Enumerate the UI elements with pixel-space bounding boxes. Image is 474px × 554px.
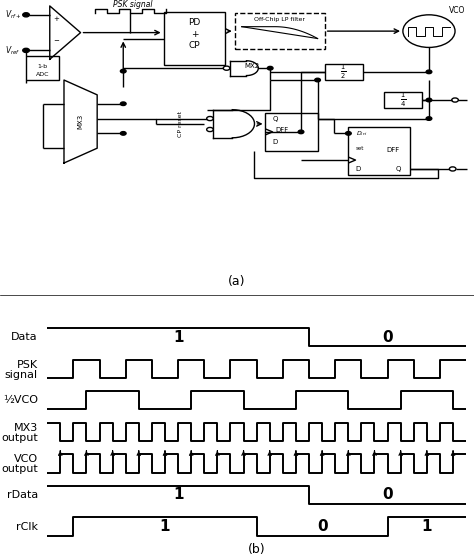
Text: 1: 1 (173, 330, 183, 345)
Text: Q: Q (273, 116, 278, 121)
Text: 0: 0 (317, 519, 328, 534)
Text: 1-b: 1-b (37, 64, 48, 69)
Bar (235, 13, 325, 49)
Text: PSK signal: PSK signal (113, 0, 153, 9)
Text: rClk: rClk (16, 521, 38, 532)
Bar (265, 112, 318, 151)
Bar (348, 127, 410, 175)
Text: $V_{rf+}$: $V_{rf+}$ (5, 8, 21, 21)
Bar (26, 57, 59, 80)
Bar (384, 92, 422, 108)
Text: signal: signal (5, 370, 38, 379)
Text: CP: CP (189, 42, 200, 50)
Text: $D_{ini}$: $D_{ini}$ (356, 129, 367, 138)
Text: 0: 0 (382, 488, 393, 502)
Text: 0: 0 (382, 330, 393, 345)
Circle shape (120, 132, 126, 135)
Circle shape (23, 48, 29, 53)
Text: DFF: DFF (275, 127, 289, 132)
Text: DFF: DFF (387, 147, 400, 153)
Text: Data: Data (11, 332, 38, 342)
Text: CP reset: CP reset (178, 111, 182, 137)
Text: PD: PD (188, 18, 201, 27)
Text: −: − (53, 38, 59, 44)
Bar (325, 64, 363, 80)
Text: 1: 1 (173, 488, 183, 502)
Text: D: D (356, 166, 361, 172)
Text: output: output (1, 433, 38, 443)
Text: $\frac{1}{4}$: $\frac{1}{4}$ (400, 91, 406, 109)
Text: Q: Q (395, 166, 401, 172)
Circle shape (426, 70, 432, 74)
Text: 1: 1 (160, 519, 170, 534)
Text: PSK: PSK (17, 360, 38, 370)
Text: set: set (356, 146, 365, 151)
Circle shape (23, 13, 29, 17)
Text: (b): (b) (248, 543, 265, 554)
Text: Off-Chip LP filter: Off-Chip LP filter (254, 17, 305, 22)
Bar (164, 12, 225, 65)
Text: $V_{ref}$: $V_{ref}$ (5, 44, 20, 57)
Text: rData: rData (7, 490, 38, 500)
Text: VCO: VCO (449, 6, 465, 15)
Text: (a): (a) (228, 275, 246, 288)
Circle shape (426, 117, 432, 120)
Text: output: output (1, 464, 38, 474)
Text: +: + (191, 29, 198, 39)
Text: +: + (53, 16, 59, 22)
Circle shape (426, 98, 432, 102)
Text: MX3: MX3 (78, 114, 83, 129)
Text: D: D (273, 139, 278, 145)
Text: MX2: MX2 (244, 63, 259, 69)
Text: ½VCO: ½VCO (3, 395, 38, 406)
Circle shape (120, 69, 126, 73)
Circle shape (346, 132, 351, 135)
Text: $\frac{1}{2}$: $\frac{1}{2}$ (340, 63, 347, 81)
Text: MX3: MX3 (14, 423, 38, 433)
Circle shape (120, 102, 126, 105)
Text: VCO: VCO (14, 454, 38, 464)
Text: 1: 1 (421, 519, 432, 534)
Circle shape (315, 78, 320, 82)
Text: ADC: ADC (36, 71, 49, 76)
Circle shape (298, 130, 304, 134)
Circle shape (267, 66, 273, 70)
